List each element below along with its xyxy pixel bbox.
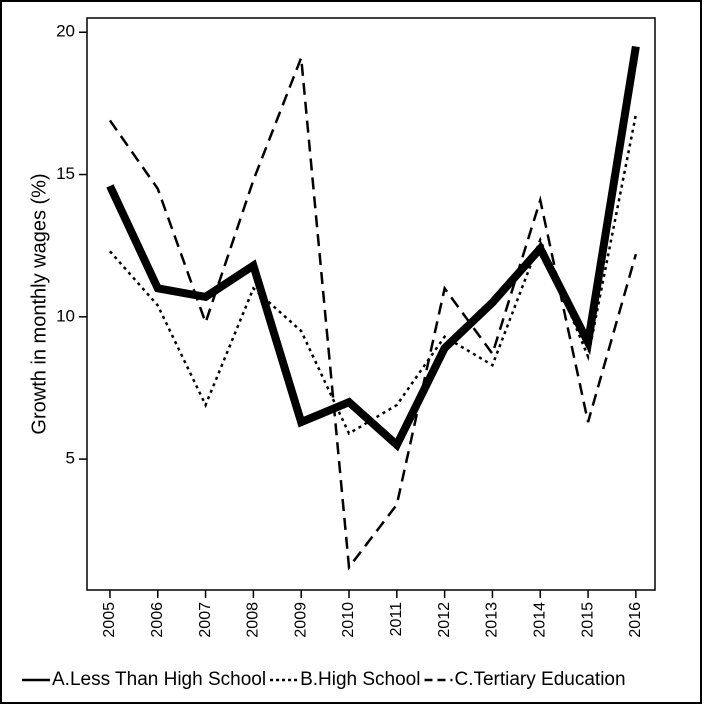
series-line <box>109 114 638 436</box>
y-axis-label: Growth in monthly wages (%) <box>28 173 50 434</box>
y-tick-label: 10 <box>56 306 75 325</box>
x-tick-label: 2011 <box>388 602 405 637</box>
x-tick-label: 2012 <box>436 602 453 638</box>
y-tick-label: 20 <box>56 22 75 41</box>
series-line <box>106 45 640 452</box>
x-tick-label: 2013 <box>484 602 501 638</box>
x-tick-label: 2008 <box>245 602 262 638</box>
series-line <box>108 57 638 571</box>
legend-label: A.Less Than High School <box>52 669 266 690</box>
x-tick-label: 2015 <box>579 602 596 638</box>
plot-area <box>86 17 656 591</box>
x-tick-label: 2005 <box>101 602 118 638</box>
legend-label: C.Tertiary Education <box>454 669 625 690</box>
x-tick-label: 2007 <box>197 602 214 638</box>
x-tick-label: 2006 <box>149 602 166 638</box>
x-tick-label: 2009 <box>292 602 309 638</box>
y-tick-label: 5 <box>66 449 75 468</box>
x-tick-label: 2014 <box>531 602 548 638</box>
x-tick-label: 2016 <box>627 602 644 638</box>
legend-label: B.High School <box>300 669 420 690</box>
x-tick-label: 2010 <box>340 602 357 638</box>
y-tick-label: 15 <box>56 164 75 183</box>
